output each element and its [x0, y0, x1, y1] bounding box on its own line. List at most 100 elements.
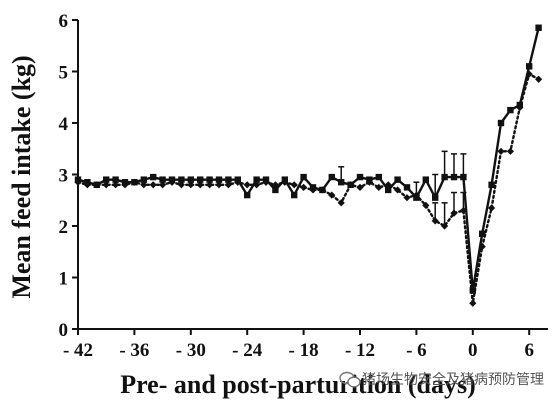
square-marker: [225, 176, 232, 183]
square-marker: [460, 173, 467, 181]
diamond-marker: [422, 201, 430, 209]
series-lines: [76, 27, 540, 305]
x-tick-label: - 36: [119, 340, 149, 361]
square-marker: [403, 184, 411, 191]
series-line-dotted: [76, 72, 540, 305]
diamond-marker: [177, 181, 185, 189]
square-marker: [215, 176, 223, 183]
square-marker: [432, 194, 439, 201]
watermark: 猪场生物安全及猪病预防管理: [339, 371, 544, 388]
square-marker: [140, 176, 147, 183]
square-marker: [112, 176, 119, 183]
diamond-marker: [215, 181, 223, 189]
square-marker: [535, 24, 542, 31]
square-marker: [356, 173, 364, 181]
x-tick-label: 6: [524, 340, 534, 361]
diamond-marker: [525, 70, 533, 78]
diamond-marker: [140, 181, 148, 189]
diamond-marker: [394, 186, 402, 194]
diamond-marker: [168, 178, 176, 186]
x-axis-title: Pre- and post-parturition (days): [120, 370, 476, 399]
wechat-logo-icon: [339, 371, 361, 388]
square-marker: [244, 191, 251, 199]
diamond-marker: [450, 209, 458, 217]
square-marker: [197, 176, 204, 183]
diamond-marker: [159, 181, 167, 189]
error-bars: [338, 150, 467, 226]
diamond-marker: [262, 178, 270, 186]
diamond-marker: [187, 181, 195, 189]
square-marker: [300, 173, 307, 181]
square-marker: [338, 179, 345, 186]
diamond-marker: [328, 191, 336, 199]
square-marker: [507, 106, 514, 114]
x-tick-label: - 12: [345, 340, 375, 361]
diamond-marker: [535, 75, 543, 83]
square-marker: [253, 176, 260, 183]
diamond-marker: [130, 178, 138, 186]
square-marker: [422, 176, 429, 183]
diamond-marker: [206, 181, 214, 189]
watermark-text: 猪场生物安全及猪病预防管理: [362, 371, 544, 388]
series-markers: [74, 24, 543, 307]
x-tick-label: - 42: [63, 340, 93, 361]
x-ticks: - 42 - 36 - 30 - 24 - 18 - 12 - 6 0 6: [63, 329, 534, 361]
diamond-marker: [337, 199, 345, 207]
diamond-marker: [253, 181, 261, 189]
series-line-solid: [77, 27, 540, 292]
y-tick-label: 6: [59, 11, 69, 32]
square-marker: [479, 230, 486, 237]
x-tick-label: - 18: [289, 340, 319, 361]
diamond-marker: [234, 178, 242, 186]
square-marker: [526, 63, 533, 70]
diamond-marker: [309, 186, 317, 194]
square-marker: [441, 173, 448, 181]
diamond-marker: [149, 181, 157, 189]
diamond-marker: [300, 183, 308, 191]
y-tick-label: 2: [59, 217, 69, 238]
diamond-marker: [497, 147, 505, 155]
diamond-marker: [83, 181, 91, 189]
diamond-marker: [224, 181, 232, 189]
diamond-marker: [290, 181, 298, 189]
x-tick-label: 0: [468, 340, 478, 361]
diamond-marker: [384, 181, 392, 189]
y-tick-label: 0: [59, 320, 69, 341]
square-marker: [385, 186, 392, 194]
y-tick-label: 5: [59, 63, 69, 84]
square-marker: [206, 176, 213, 183]
diamond-marker: [121, 181, 129, 189]
diamond-marker: [93, 181, 101, 189]
y-tick-label: 3: [59, 166, 69, 187]
diamond-marker: [112, 181, 120, 189]
diamond-marker: [403, 194, 411, 202]
diamond-marker: [196, 181, 204, 189]
square-marker: [469, 287, 476, 294]
square-marker: [187, 176, 194, 183]
axes: 0 1 2 3 4 5 6 - 42 - 36 - 30 - 24 - 18 - 12 - 6 0 6: [59, 11, 548, 361]
square-marker: [291, 191, 298, 199]
diamond-marker: [356, 183, 364, 191]
square-marker: [394, 176, 401, 183]
x-tick-label: - 24: [232, 340, 263, 361]
diamond-marker: [469, 299, 477, 307]
square-marker: [178, 176, 185, 183]
x-tick-label: - 6: [406, 340, 427, 361]
square-marker: [488, 181, 495, 188]
diamond-marker: [459, 206, 467, 215]
y-tick-label: 4: [59, 114, 69, 135]
diamond-marker: [347, 181, 355, 189]
diamond-marker: [412, 191, 420, 199]
square-marker: [375, 173, 382, 181]
diamond-marker: [365, 178, 373, 186]
square-marker: [497, 119, 505, 127]
diamond-marker: [375, 183, 383, 191]
diamond-marker: [271, 181, 279, 189]
diamond-marker: [102, 181, 110, 189]
diamond-marker: [243, 181, 251, 189]
square-marker: [328, 173, 335, 181]
diamond-marker: [431, 217, 439, 225]
y-ticks: 0 1 2 3 4 5 6: [59, 11, 78, 341]
diamond-marker: [488, 204, 496, 212]
